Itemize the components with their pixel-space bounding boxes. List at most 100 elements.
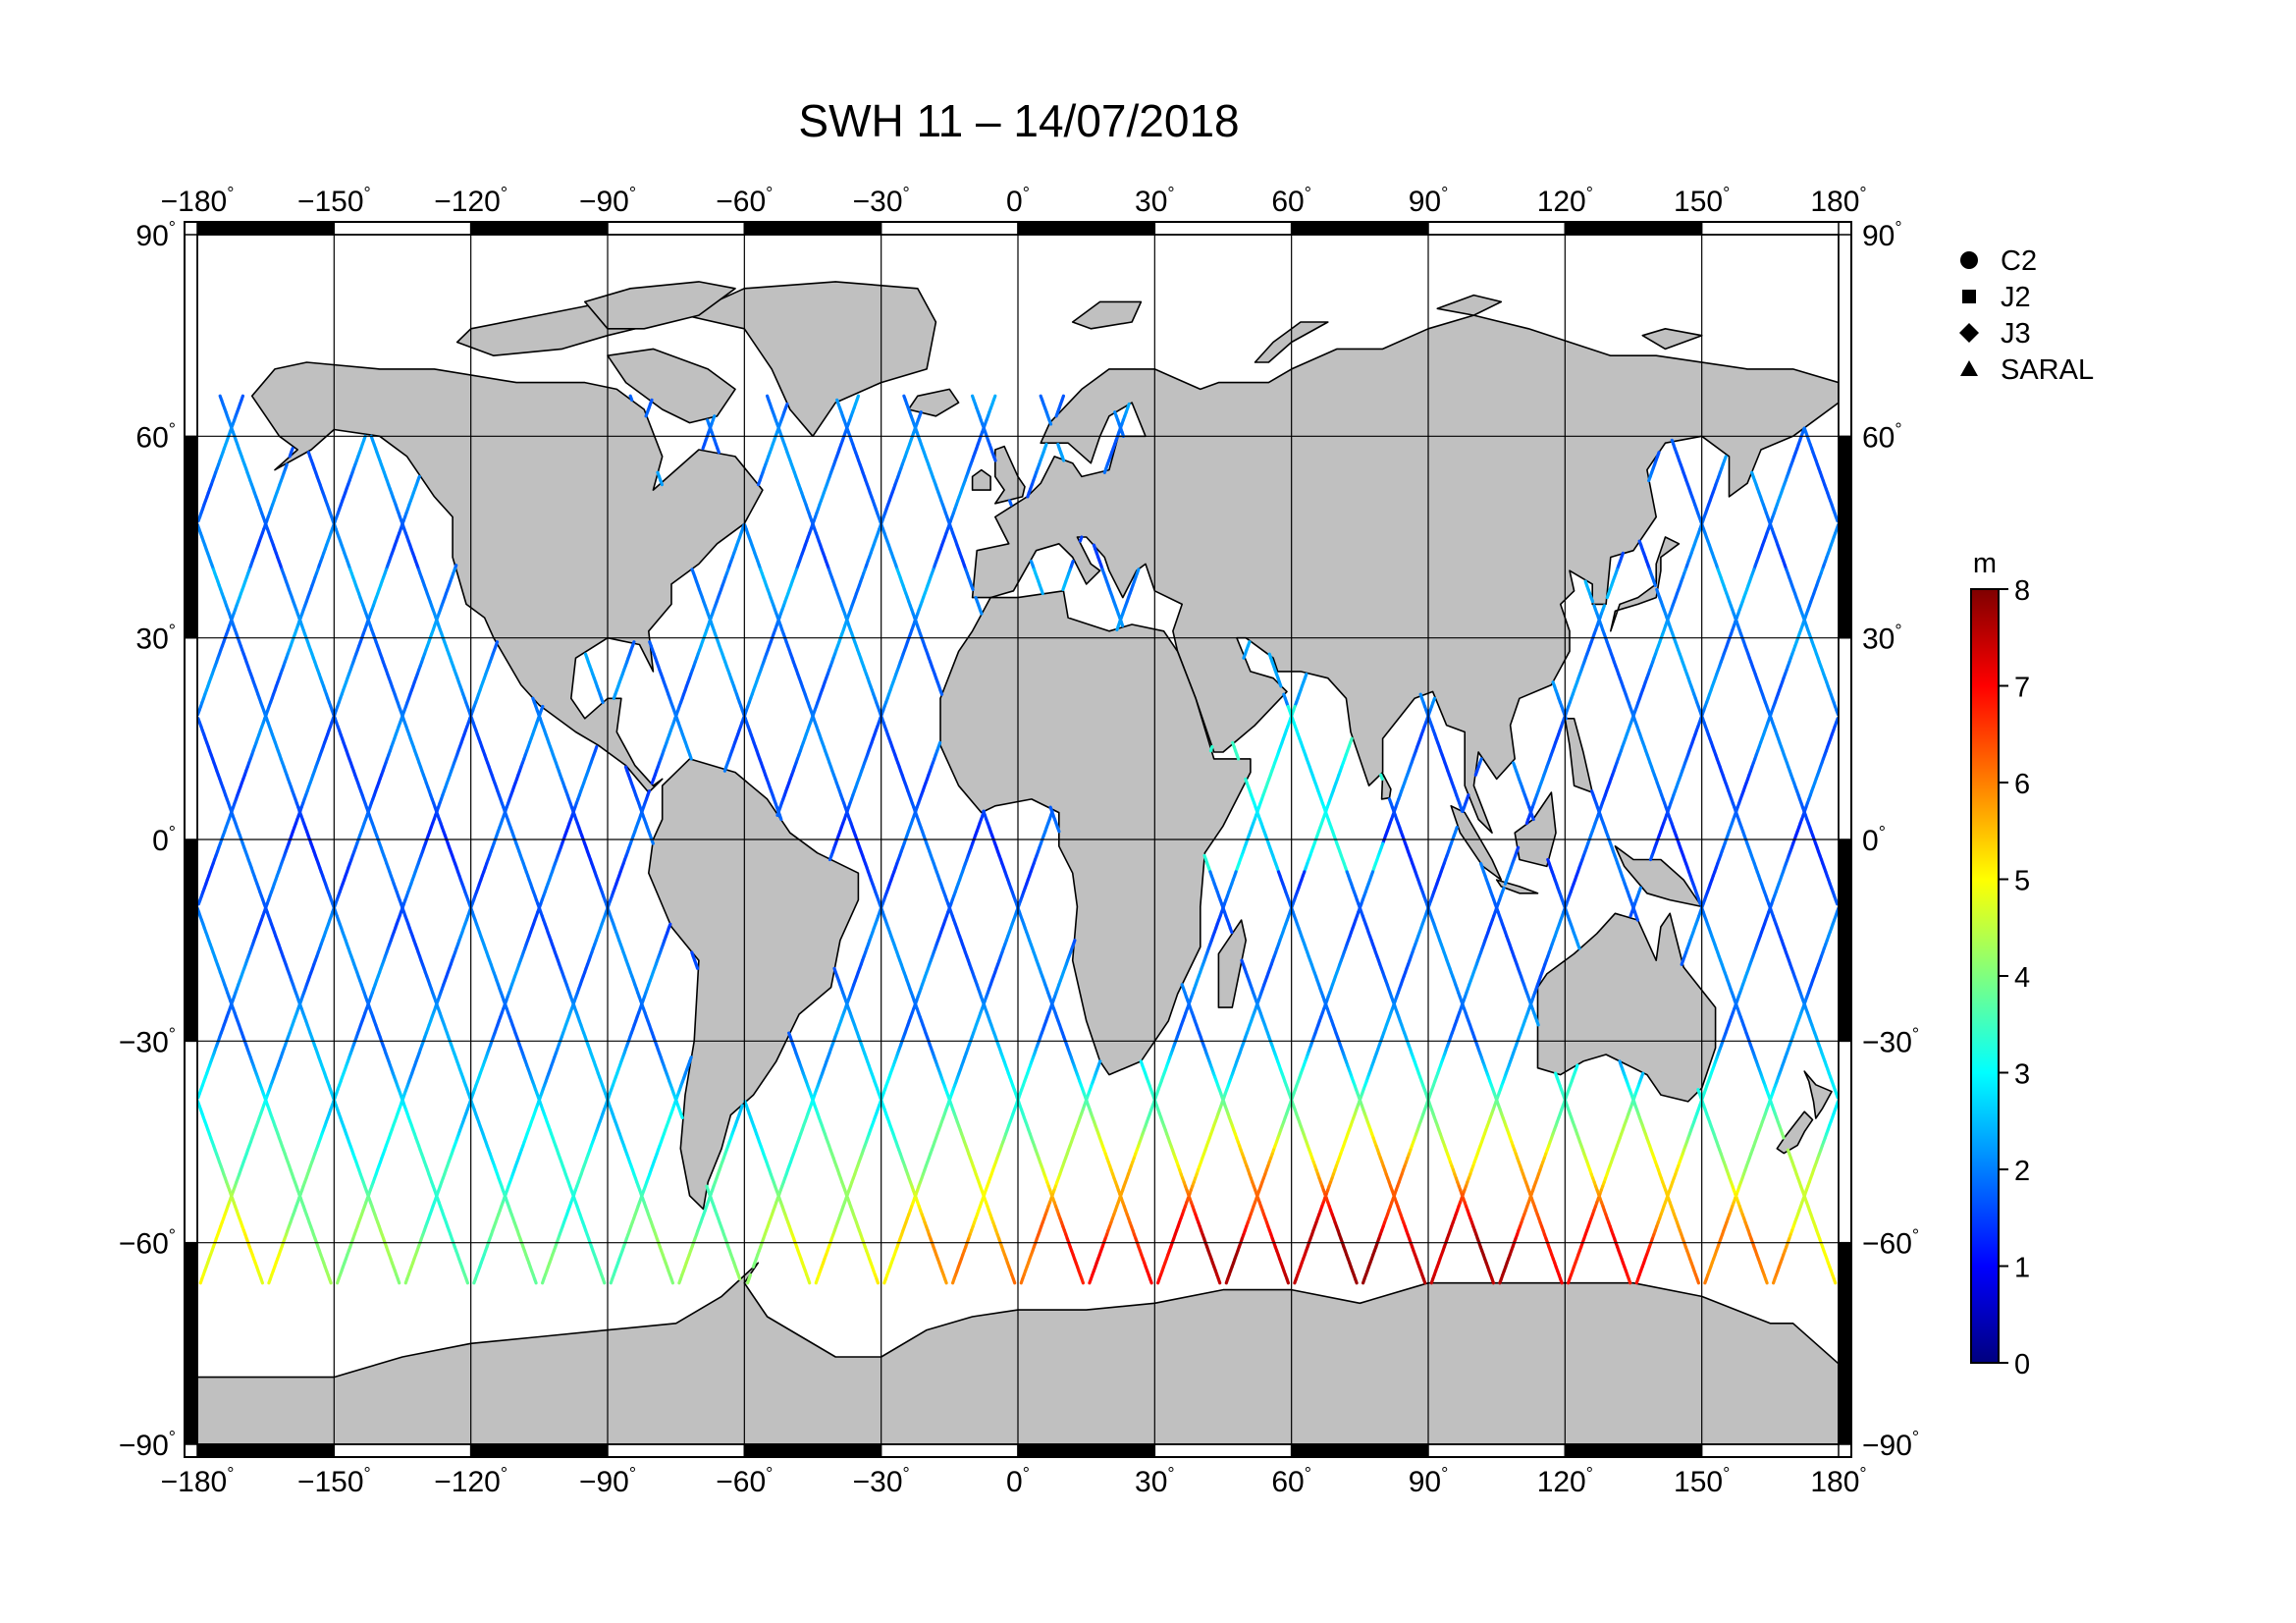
lon-tick-label-bottom: 150° <box>1674 1464 1730 1498</box>
lat-tick-label-right: 90° <box>1862 218 1902 252</box>
descending-track-2 <box>197 434 1839 1285</box>
ascending-track-13 <box>1113 410 1427 1285</box>
land-severnaya-zemlya <box>1436 294 1503 316</box>
descending-track-14 <box>882 568 1141 1285</box>
descending-track-9 <box>540 394 861 1285</box>
lon-tick-label-top: −120° <box>434 184 507 218</box>
frame-bar-top <box>333 221 472 236</box>
frame-bar-left <box>184 1040 198 1244</box>
frame-bar-right <box>1838 839 1852 1043</box>
frame-bar-bottom <box>469 1443 609 1458</box>
frame-bar-bottom <box>1017 1443 1156 1458</box>
map-frame <box>184 221 1852 1458</box>
lat-tick-label-right: 60° <box>1862 419 1902 454</box>
descending-track-17 <box>1088 672 1308 1285</box>
ascending-track-17 <box>1512 761 1701 1285</box>
triangle-marker-icon <box>1960 360 1978 376</box>
lon-tick-label-top: 0° <box>1006 184 1030 218</box>
frame-bar-top <box>196 221 336 236</box>
map-title: SWH 11 – 14/07/2018 <box>798 95 1239 146</box>
descending-track-12 <box>745 394 1066 1285</box>
frame-bar-bottom <box>1427 1443 1567 1458</box>
frame-bar-top <box>1564 221 1703 236</box>
descending-track-19 <box>1224 696 1437 1285</box>
lat-tick-label-right: 30° <box>1862 622 1902 656</box>
ascending-track-4 <box>583 652 812 1285</box>
legend-item-c2: C2 <box>1960 245 2037 277</box>
colorbar-tick-label: 8 <box>2014 575 2030 607</box>
land-sumatra <box>1450 804 1503 881</box>
land-ireland <box>971 468 991 491</box>
circle-marker-icon <box>1960 251 1978 269</box>
lon-tick-label-bottom: −30° <box>853 1464 910 1498</box>
frame-bar-bottom <box>1700 1443 1840 1458</box>
legend-item-saral: SARAL <box>1960 354 2094 386</box>
ascending-track-5 <box>648 640 881 1285</box>
frame-bar-bottom <box>607 1443 746 1458</box>
ascending-track-6 <box>628 394 948 1285</box>
lon-tick-label-top: 120° <box>1537 184 1593 218</box>
colorbar-tick-label: 0 <box>2014 1349 2030 1380</box>
descending-track-16 <box>1019 640 1252 1285</box>
frame-bar-top <box>1153 221 1293 236</box>
legend-item-j2: J2 <box>1962 282 2031 313</box>
ascending-track-14 <box>1267 652 1496 1285</box>
frame-bar-right <box>1838 1040 1852 1244</box>
descending-track-21 <box>1361 451 1661 1285</box>
legend-label: J2 <box>2001 282 2031 313</box>
lon-tick-label-top: 150° <box>1674 184 1730 218</box>
satellite-legend: C2 J2 J3 SARAL <box>1959 245 2094 386</box>
frame-bar-left <box>184 636 198 840</box>
descending-track-18 <box>1155 736 1354 1285</box>
frame-bar-right <box>1838 1241 1852 1445</box>
lon-tick-label-bottom: −60° <box>716 1464 773 1498</box>
frame-bar-bottom <box>880 1443 1019 1458</box>
descending-track-6 <box>336 398 654 1285</box>
colorbar-tick-label: 7 <box>2014 673 2030 704</box>
descending-track-1 <box>197 447 1839 1285</box>
frame-bar-bottom <box>196 1443 336 1458</box>
descending-track-13 <box>814 402 1131 1285</box>
frame-bar-left <box>184 234 198 438</box>
descending-track-5 <box>267 640 500 1285</box>
frame-bar-bottom <box>333 1443 472 1458</box>
lat-tick-label-left: 30° <box>135 622 176 656</box>
frame-bar-right <box>1838 636 1852 840</box>
land-svalbard <box>1071 300 1143 330</box>
lat-tick-label-left: −30° <box>119 1024 176 1058</box>
descending-track-20 <box>1293 757 1483 1285</box>
colorbar-unit: m <box>1973 548 1997 579</box>
lat-tick-label-left: −60° <box>119 1226 176 1261</box>
frame-bar-top <box>1017 221 1156 236</box>
square-marker-icon <box>1962 290 1976 303</box>
frame-bar-top <box>743 221 882 236</box>
lon-tick-label-bottom: −120° <box>434 1464 507 1498</box>
lat-tick-label-right: 0° <box>1862 823 1886 857</box>
swh-colorbar: m 0 1 2 3 4 5 6 7 8 <box>1970 548 2030 1380</box>
frame-bar-top <box>469 221 609 236</box>
land-iceland <box>907 388 960 417</box>
legend-label: SARAL <box>2001 354 2094 386</box>
lon-tick-label-top: 180° <box>1810 184 1866 218</box>
lat-tick-label-right: −90° <box>1862 1428 1919 1462</box>
land-madagascar <box>1217 919 1247 1008</box>
land-japan <box>1610 536 1681 632</box>
legend-label: J3 <box>2001 318 2031 350</box>
descending-track-10 <box>609 410 923 1285</box>
lon-tick-label-bottom: 180° <box>1810 1464 1866 1498</box>
lon-tick-label-bottom: 0° <box>1006 1464 1030 1498</box>
land-new-zealand-north <box>1803 1070 1833 1119</box>
legend-item-j3: J3 <box>1959 318 2031 350</box>
lon-tick-label-top: −30° <box>853 184 910 218</box>
frame-bar-left <box>184 1241 198 1445</box>
colorbar-tick-label: 4 <box>2014 962 2030 994</box>
colorbar-tick-label: 5 <box>2014 866 2030 897</box>
frame-bar-top <box>1427 221 1567 236</box>
frame-bar-top <box>880 221 1019 236</box>
ascending-track-3 <box>531 696 742 1281</box>
lon-tick-label-top: 60° <box>1271 184 1311 218</box>
colorbar-tick-label: 3 <box>2014 1059 2030 1091</box>
frame-bar-bottom <box>1290 1443 1429 1458</box>
ascending-track-20 <box>197 539 1839 1285</box>
land-baffin-island <box>607 348 736 424</box>
